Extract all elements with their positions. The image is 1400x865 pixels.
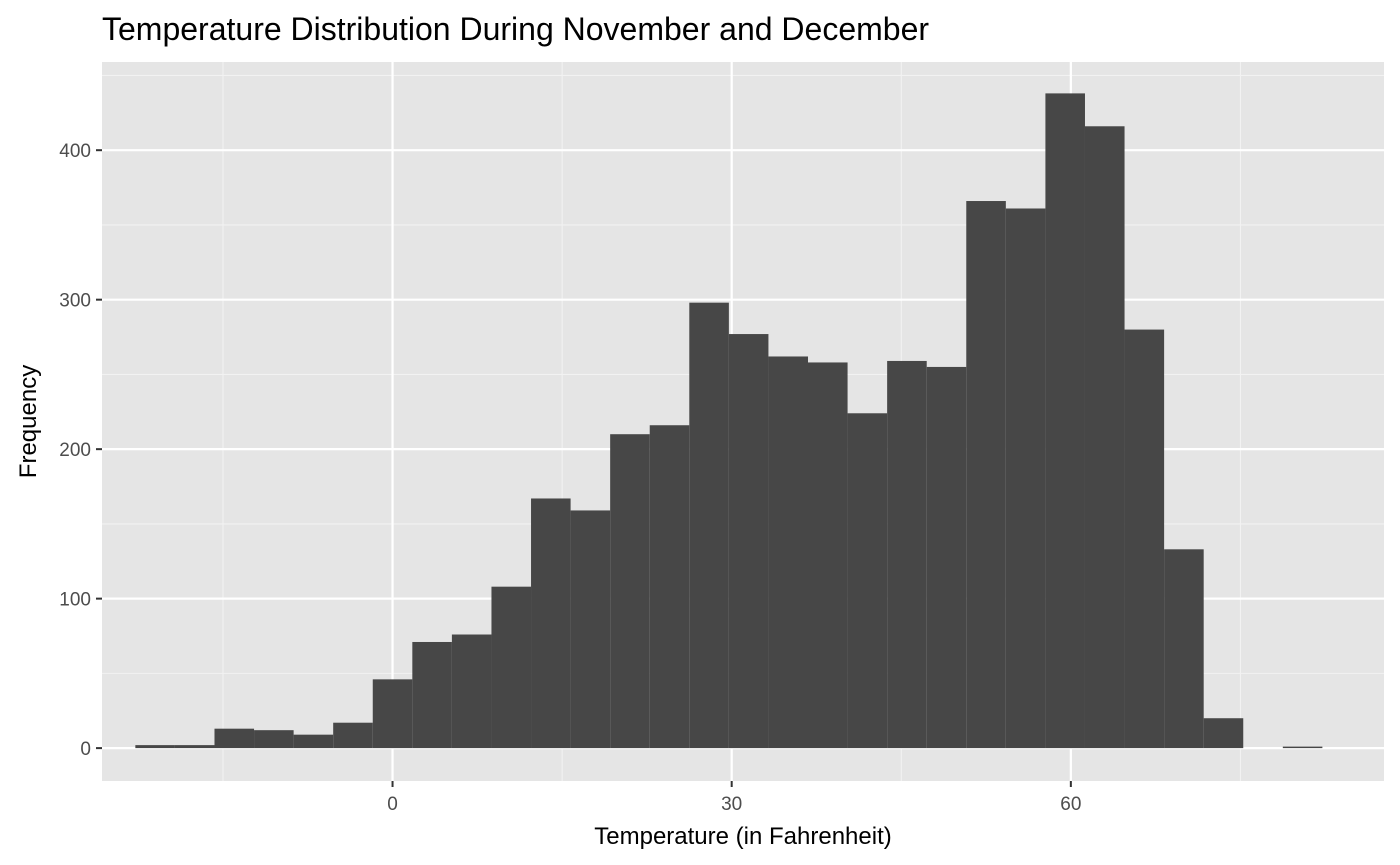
histogram-bar	[1005, 208, 1046, 749]
histogram-bars	[135, 93, 1323, 749]
histogram-bar	[491, 586, 532, 749]
histogram-bar	[887, 360, 927, 749]
histogram-bar	[610, 434, 650, 749]
histogram-bar	[333, 722, 373, 749]
histogram-bar	[1084, 126, 1125, 749]
y-tick-label: 300	[59, 291, 91, 312]
histogram-bar	[689, 302, 729, 749]
histogram-bar	[372, 679, 413, 749]
histogram-bar	[1282, 746, 1323, 749]
y-axis-title: Frequency	[15, 365, 42, 478]
histogram-bar	[1045, 93, 1085, 749]
histogram-bar	[1164, 549, 1204, 749]
histogram-bar	[174, 745, 215, 749]
histogram-bar	[926, 366, 967, 749]
histogram-bar	[570, 510, 611, 749]
histogram-bar	[412, 641, 452, 749]
histogram-bar	[293, 734, 334, 749]
histogram-bar	[214, 728, 255, 749]
histogram-bar	[451, 634, 492, 749]
y-tick-label: 0	[80, 739, 91, 760]
chart-title: Temperature Distribution During November…	[102, 11, 929, 47]
x-axis: 0 30 60	[387, 781, 1081, 815]
y-tick-label: 400	[59, 141, 91, 162]
histogram-bar	[966, 201, 1006, 749]
x-tick-label: 0	[387, 794, 398, 815]
y-axis: 0 100 200 300 400	[59, 141, 102, 760]
histogram-bar	[1203, 718, 1244, 749]
x-tick-label: 60	[1060, 794, 1081, 815]
histogram-bar	[728, 334, 769, 749]
histogram-bar	[808, 362, 848, 749]
histogram-bar	[847, 413, 888, 749]
histogram-bar	[531, 498, 571, 749]
histogram-bar	[254, 730, 294, 749]
histogram-bar	[768, 356, 809, 749]
y-tick-label: 200	[59, 440, 91, 461]
x-tick-label: 30	[721, 794, 742, 815]
histogram-bar	[649, 425, 690, 749]
histogram-bar	[135, 745, 175, 749]
y-tick-label: 100	[59, 590, 91, 611]
x-axis-title: Temperature (in Fahrenheit)	[594, 823, 891, 850]
histogram-bar	[1124, 329, 1165, 749]
